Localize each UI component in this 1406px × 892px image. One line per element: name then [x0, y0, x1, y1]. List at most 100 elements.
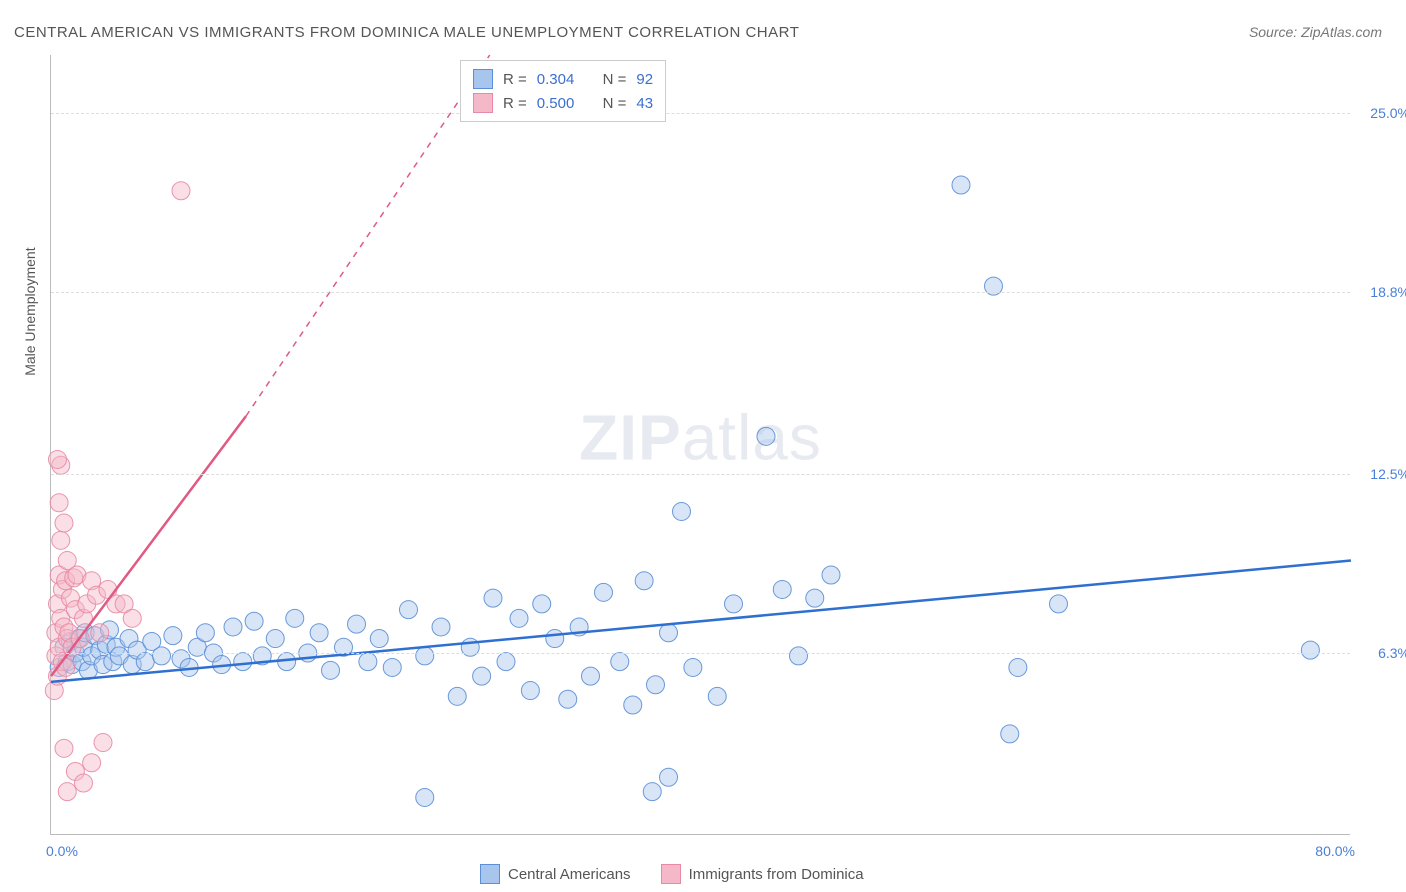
- grid-line: [51, 474, 1350, 475]
- data-point-central: [559, 690, 577, 708]
- series-label: Central Americans: [508, 866, 631, 883]
- legend-swatch-central: [480, 864, 500, 884]
- data-point-central: [432, 618, 450, 636]
- data-point-central: [611, 653, 629, 671]
- data-point-central: [322, 661, 340, 679]
- data-point-central: [635, 572, 653, 590]
- series-legend-item: Central Americans: [480, 864, 631, 884]
- data-point-central: [757, 427, 775, 445]
- data-point-central: [595, 583, 613, 601]
- data-point-central: [473, 667, 491, 685]
- data-point-central: [684, 658, 702, 676]
- correlation-legend-row: R = 0.304 N = 92: [473, 67, 653, 91]
- regression-line-dash-dominica: [246, 55, 490, 416]
- data-point-central: [952, 176, 970, 194]
- y-tick-label: 12.5%: [1370, 466, 1406, 482]
- r-label: R =: [503, 71, 527, 88]
- data-point-central: [521, 682, 539, 700]
- data-point-dominica: [83, 754, 101, 772]
- legend-swatch-dominica: [661, 864, 681, 884]
- data-point-central: [582, 667, 600, 685]
- n-label: N =: [603, 95, 627, 112]
- data-point-central: [773, 580, 791, 598]
- data-point-dominica: [58, 783, 76, 801]
- data-point-central: [1009, 658, 1027, 676]
- data-point-central: [822, 566, 840, 584]
- data-point-central: [359, 653, 377, 671]
- data-point-central: [510, 609, 528, 627]
- data-point-central: [725, 595, 743, 613]
- y-tick-label: 6.3%: [1378, 645, 1406, 661]
- data-point-dominica: [172, 182, 190, 200]
- data-point-dominica: [52, 531, 70, 549]
- source-attribution: Source: ZipAtlas.com: [1249, 24, 1382, 40]
- data-point-central: [310, 624, 328, 642]
- x-tick-label: 80.0%: [1315, 843, 1355, 859]
- data-point-central: [196, 624, 214, 642]
- data-point-dominica: [57, 658, 75, 676]
- y-tick-label: 18.8%: [1370, 284, 1406, 300]
- data-point-central: [660, 768, 678, 786]
- n-value: 43: [636, 95, 653, 112]
- data-point-central: [416, 647, 434, 665]
- data-point-central: [647, 676, 665, 694]
- data-point-central: [546, 630, 564, 648]
- data-point-central: [286, 609, 304, 627]
- series-legend-item: Immigrants from Dominica: [661, 864, 864, 884]
- data-point-central: [624, 696, 642, 714]
- data-point-central: [224, 618, 242, 636]
- data-point-central: [1301, 641, 1319, 659]
- data-point-dominica: [50, 494, 68, 512]
- data-point-central: [643, 783, 661, 801]
- data-point-dominica: [55, 514, 73, 532]
- data-point-central: [416, 788, 434, 806]
- data-point-central: [266, 630, 284, 648]
- data-point-central: [673, 502, 691, 520]
- r-value: 0.304: [537, 71, 575, 88]
- data-point-dominica: [94, 734, 112, 752]
- chart-title: CENTRAL AMERICAN VS IMMIGRANTS FROM DOMI…: [14, 24, 799, 41]
- data-point-central: [400, 601, 418, 619]
- grid-line: [51, 292, 1350, 293]
- data-point-central: [790, 647, 808, 665]
- x-tick-label: 0.0%: [46, 843, 78, 859]
- data-point-dominica: [55, 739, 73, 757]
- data-point-central: [370, 630, 388, 648]
- data-point-central: [1001, 725, 1019, 743]
- data-point-central: [533, 595, 551, 613]
- r-value: 0.500: [537, 95, 575, 112]
- data-point-dominica: [91, 624, 109, 642]
- data-point-central: [245, 612, 263, 630]
- plot-svg: [51, 55, 1350, 834]
- r-label: R =: [503, 95, 527, 112]
- y-tick-label: 25.0%: [1370, 105, 1406, 121]
- data-point-central: [484, 589, 502, 607]
- data-point-central: [448, 687, 466, 705]
- n-value: 92: [636, 71, 653, 88]
- data-point-central: [383, 658, 401, 676]
- data-point-central: [136, 653, 154, 671]
- series-legend: Central Americans Immigrants from Dominic…: [480, 864, 864, 884]
- correlation-legend-row: R = 0.500 N = 43: [473, 91, 653, 115]
- grid-line: [51, 653, 1350, 654]
- data-point-central: [153, 647, 171, 665]
- data-point-central: [234, 653, 252, 671]
- plot-area: ZIPatlas 6.3%12.5%18.8%25.0%0.0%80.0%: [50, 55, 1350, 835]
- data-point-central: [1050, 595, 1068, 613]
- grid-line: [51, 113, 1350, 114]
- data-point-central: [806, 589, 824, 607]
- legend-swatch-dominica: [473, 93, 493, 113]
- data-point-dominica: [75, 774, 93, 792]
- data-point-central: [497, 653, 515, 671]
- data-point-central: [164, 627, 182, 645]
- series-label: Immigrants from Dominica: [689, 866, 864, 883]
- data-point-central: [348, 615, 366, 633]
- data-point-dominica: [49, 450, 67, 468]
- n-label: N =: [603, 71, 627, 88]
- data-point-central: [660, 624, 678, 642]
- legend-swatch-central: [473, 69, 493, 89]
- data-point-central: [708, 687, 726, 705]
- y-axis-label: Male Unemployment: [22, 247, 38, 375]
- correlation-legend: R = 0.304 N = 92 R = 0.500 N = 43: [460, 60, 666, 122]
- data-point-dominica: [123, 609, 141, 627]
